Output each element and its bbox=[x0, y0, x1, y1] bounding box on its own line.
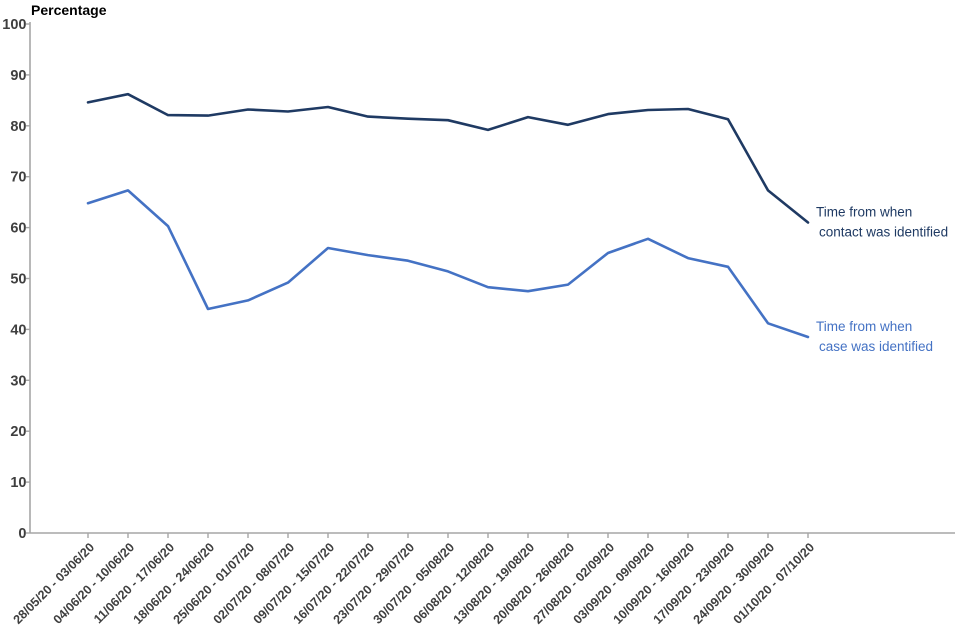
y-tick-label: 50 bbox=[10, 272, 26, 288]
y-tick-label: 10 bbox=[10, 475, 26, 491]
y-tick-label: 80 bbox=[10, 119, 26, 135]
y-tick-label: 0 bbox=[18, 526, 26, 542]
series-line bbox=[86, 92, 810, 224]
series-label-line: case was identified bbox=[819, 339, 933, 354]
y-axis-title: Percentage bbox=[31, 2, 107, 18]
y-tick-label: 40 bbox=[10, 322, 26, 338]
y-tick-label: 30 bbox=[10, 373, 26, 389]
series-label: Time from when contact was identified bbox=[816, 205, 948, 240]
y-tick-label: 100 bbox=[2, 17, 26, 33]
y-tick-label: 90 bbox=[10, 68, 26, 84]
series-label-line: Time from when bbox=[816, 319, 912, 334]
y-tick-label: 70 bbox=[10, 170, 26, 186]
y-tick-label: 60 bbox=[10, 221, 26, 237]
y-tick-label: 20 bbox=[10, 424, 26, 440]
series-label: Time from when case was identified bbox=[816, 319, 933, 354]
series-label-line: contact was identified bbox=[819, 225, 948, 240]
series-line bbox=[86, 189, 810, 339]
series-label-line: Time from when bbox=[816, 205, 912, 220]
